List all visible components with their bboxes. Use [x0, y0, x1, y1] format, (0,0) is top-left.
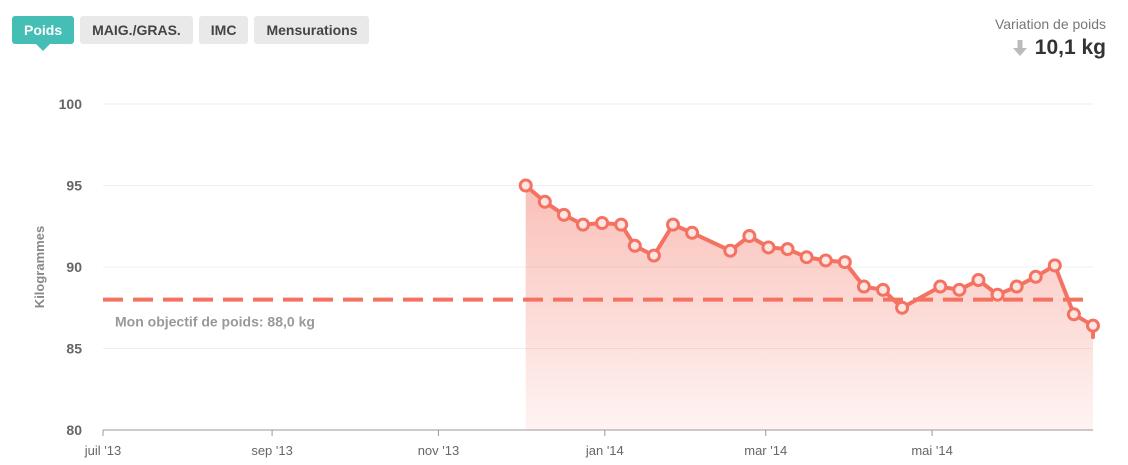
- data-point[interactable]: [595, 215, 610, 230]
- variation-label: Variation de poids: [994, 16, 1106, 32]
- data-point[interactable]: [614, 217, 629, 232]
- data-point[interactable]: [856, 279, 871, 294]
- data-points: [518, 178, 1100, 333]
- data-point[interactable]: [990, 287, 1005, 302]
- data-point[interactable]: [761, 240, 776, 255]
- data-point[interactable]: [685, 225, 700, 240]
- y-tick-label: 80: [66, 422, 82, 438]
- y-tick-label: 95: [66, 178, 82, 194]
- metric-tabs: Poids MAIG./GRAS. IMC Mensurations: [12, 16, 370, 51]
- data-point[interactable]: [895, 300, 910, 315]
- variation-value: 10,1 kg: [1034, 36, 1106, 59]
- x-tick-label: nov '13: [418, 443, 460, 458]
- data-point[interactable]: [818, 253, 833, 268]
- data-point[interactable]: [1009, 279, 1024, 294]
- data-point[interactable]: [837, 255, 852, 270]
- area-fill: [525, 185, 1093, 430]
- data-point[interactable]: [1086, 318, 1100, 333]
- y-axis-title: Kilogrammes: [32, 226, 47, 308]
- area-fill-path: [525, 185, 1093, 430]
- data-point[interactable]: [723, 243, 738, 258]
- data-point[interactable]: [537, 194, 552, 209]
- y-tick-label: 85: [66, 341, 82, 357]
- y-tick-label: 90: [66, 259, 82, 275]
- data-point[interactable]: [971, 273, 986, 288]
- variation-value-row: 10,1 kg: [995, 36, 1106, 60]
- x-tick-label: sep '13: [251, 443, 293, 458]
- data-point[interactable]: [1066, 307, 1081, 322]
- weight-variation: Variation de poids 10,1 kg: [995, 16, 1106, 60]
- goal-line-group: Mon objectif de poids: 88,0 kg: [103, 297, 1093, 330]
- data-point[interactable]: [1047, 258, 1062, 273]
- data-point[interactable]: [556, 207, 571, 222]
- data-point[interactable]: [933, 279, 948, 294]
- data-point[interactable]: [952, 282, 967, 297]
- data-point[interactable]: [742, 229, 757, 244]
- data-point[interactable]: [1028, 269, 1043, 284]
- data-point[interactable]: [646, 248, 661, 263]
- tab-imc[interactable]: IMC: [198, 16, 249, 44]
- y-tick-label: 100: [59, 96, 83, 112]
- tab-poids[interactable]: Poids: [12, 16, 75, 51]
- x-tick-label: juil '13: [84, 443, 121, 458]
- x-tick-label: mai '14: [911, 443, 953, 458]
- data-point[interactable]: [876, 282, 890, 297]
- tab-maig-gras[interactable]: MAIG./GRAS.: [80, 16, 193, 44]
- data-point[interactable]: [576, 217, 590, 232]
- goal-label: Mon objectif de poids: 88,0 kg: [115, 314, 315, 330]
- x-tick-label: mar '14: [744, 443, 787, 458]
- data-point[interactable]: [627, 238, 642, 253]
- data-point[interactable]: [780, 242, 795, 257]
- data-point[interactable]: [518, 178, 533, 193]
- arrow-down-icon: [1012, 40, 1027, 56]
- data-point[interactable]: [799, 250, 814, 265]
- tab-mensurations[interactable]: Mensurations: [254, 16, 370, 44]
- x-tick-label: jan '14: [585, 443, 624, 458]
- data-point[interactable]: [666, 217, 680, 232]
